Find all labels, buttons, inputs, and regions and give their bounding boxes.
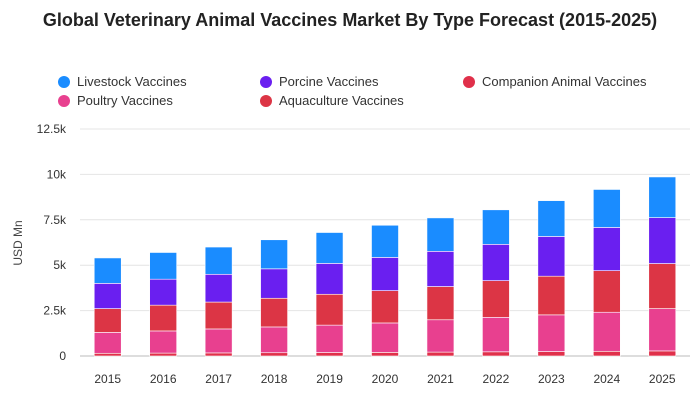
legend-item-companion[interactable]: Companion Animal Vaccines xyxy=(463,74,647,89)
y-tick-label: 10k xyxy=(47,167,67,181)
bar-segment[interactable] xyxy=(371,322,399,353)
bar-segment[interactable] xyxy=(648,263,677,309)
bar-segment[interactable] xyxy=(149,252,177,280)
bar-segment[interactable] xyxy=(371,224,399,258)
bar-segment[interactable] xyxy=(537,200,566,237)
legend-item-livestock[interactable]: Livestock Vaccines xyxy=(58,74,187,89)
bar-segment[interactable] xyxy=(204,273,233,303)
legend-label-aquaculture: Aquaculture Vaccines xyxy=(279,93,404,108)
bar-segment[interactable] xyxy=(204,328,233,354)
legend-swatch-poultry xyxy=(58,94,70,107)
legend-label-livestock: Livestock Vaccines xyxy=(77,74,187,89)
bar-segment[interactable] xyxy=(93,308,122,333)
bar-segment[interactable] xyxy=(260,297,288,328)
legend-item-aquaculture[interactable]: Aquaculture Vaccines xyxy=(260,93,404,108)
bar-segment[interactable] xyxy=(149,304,177,332)
bar-segment[interactable] xyxy=(537,351,566,357)
bar-segment[interactable] xyxy=(149,278,177,306)
y-axis-label: USD Mn xyxy=(11,220,25,265)
bar-segment[interactable] xyxy=(648,350,677,357)
bar-segment[interactable] xyxy=(149,352,177,357)
bar-segment[interactable] xyxy=(93,352,122,357)
bar-segment[interactable] xyxy=(426,351,455,357)
bar-segment[interactable] xyxy=(537,236,566,277)
bar-segment[interactable] xyxy=(149,330,177,354)
bar-segment[interactable] xyxy=(482,317,510,353)
bar-segment[interactable] xyxy=(315,324,344,353)
bar-segment[interactable] xyxy=(371,257,399,291)
bar-segment[interactable] xyxy=(482,280,510,318)
bar-segment[interactable] xyxy=(260,352,288,357)
x-tick-label: 2015 xyxy=(94,372,121,386)
bar-segment[interactable] xyxy=(260,268,288,299)
x-tick-label: 2018 xyxy=(261,372,288,386)
bar-segment[interactable] xyxy=(593,350,621,357)
bar-segment[interactable] xyxy=(93,283,122,309)
bar-segment[interactable] xyxy=(426,251,455,287)
bar-segment[interactable] xyxy=(482,244,510,281)
x-tick-label: 2021 xyxy=(427,372,454,386)
bar-segment[interactable] xyxy=(93,332,122,354)
bar-segment[interactable] xyxy=(648,217,677,264)
y-tick-label: 12.5k xyxy=(37,122,67,136)
chart-legend: Livestock Vaccines Porcine Vaccines Comp… xyxy=(58,74,688,118)
bar-segment[interactable] xyxy=(315,293,344,326)
bar-segment[interactable] xyxy=(260,239,288,270)
y-tick-label: 5k xyxy=(53,258,67,272)
y-tick-label: 2.5k xyxy=(43,304,67,318)
bar-segment[interactable] xyxy=(537,275,566,316)
bar-segment[interactable] xyxy=(371,352,399,357)
bar-segment[interactable] xyxy=(593,227,621,271)
bar-segment[interactable] xyxy=(371,290,399,324)
x-tick-label: 2016 xyxy=(150,372,177,386)
chart-title: Global Veterinary Animal Vaccines Market… xyxy=(42,10,658,30)
bar-segment[interactable] xyxy=(593,270,621,313)
bar-segment[interactable] xyxy=(426,217,455,252)
x-tick-label: 2025 xyxy=(649,372,676,386)
x-tick-label: 2022 xyxy=(483,372,510,386)
x-tick-label: 2020 xyxy=(372,372,399,386)
bar-segment[interactable] xyxy=(537,314,566,352)
legend-swatch-aquaculture xyxy=(260,94,272,107)
bar-segment[interactable] xyxy=(648,308,677,352)
x-tick-label: 2024 xyxy=(593,372,620,386)
bar-segment[interactable] xyxy=(93,257,122,284)
bar-segment[interactable] xyxy=(315,263,344,295)
legend-swatch-companion xyxy=(463,75,475,88)
legend-label-poultry: Poultry Vaccines xyxy=(77,93,173,108)
legend-item-poultry[interactable]: Poultry Vaccines xyxy=(58,93,173,108)
bar-segment[interactable] xyxy=(648,176,677,218)
y-tick-label: 0 xyxy=(59,349,66,363)
legend-item-porcine[interactable]: Porcine Vaccines xyxy=(260,74,378,89)
bar-segment[interactable] xyxy=(426,319,455,353)
bar-segment[interactable] xyxy=(482,209,510,245)
x-tick-label: 2019 xyxy=(316,372,343,386)
x-tick-label: 2023 xyxy=(538,372,565,386)
legend-label-companion: Companion Animal Vaccines xyxy=(482,74,647,89)
bar-segment[interactable] xyxy=(204,301,233,330)
bar-segment[interactable] xyxy=(315,232,344,264)
bar-segment[interactable] xyxy=(482,351,510,357)
bar-segment[interactable] xyxy=(426,286,455,321)
bar-segment[interactable] xyxy=(593,189,621,228)
legend-swatch-porcine xyxy=(260,75,272,88)
bar-segment[interactable] xyxy=(593,311,621,352)
bar-segment[interactable] xyxy=(315,352,344,357)
bar-segment[interactable] xyxy=(204,246,233,275)
y-tick-label: 7.5k xyxy=(43,213,67,227)
legend-label-porcine: Porcine Vaccines xyxy=(279,74,379,89)
x-tick-label: 2017 xyxy=(205,372,232,386)
bar-segment[interactable] xyxy=(260,326,288,354)
legend-swatch-livestock xyxy=(58,75,70,88)
bar-segment[interactable] xyxy=(204,352,233,357)
